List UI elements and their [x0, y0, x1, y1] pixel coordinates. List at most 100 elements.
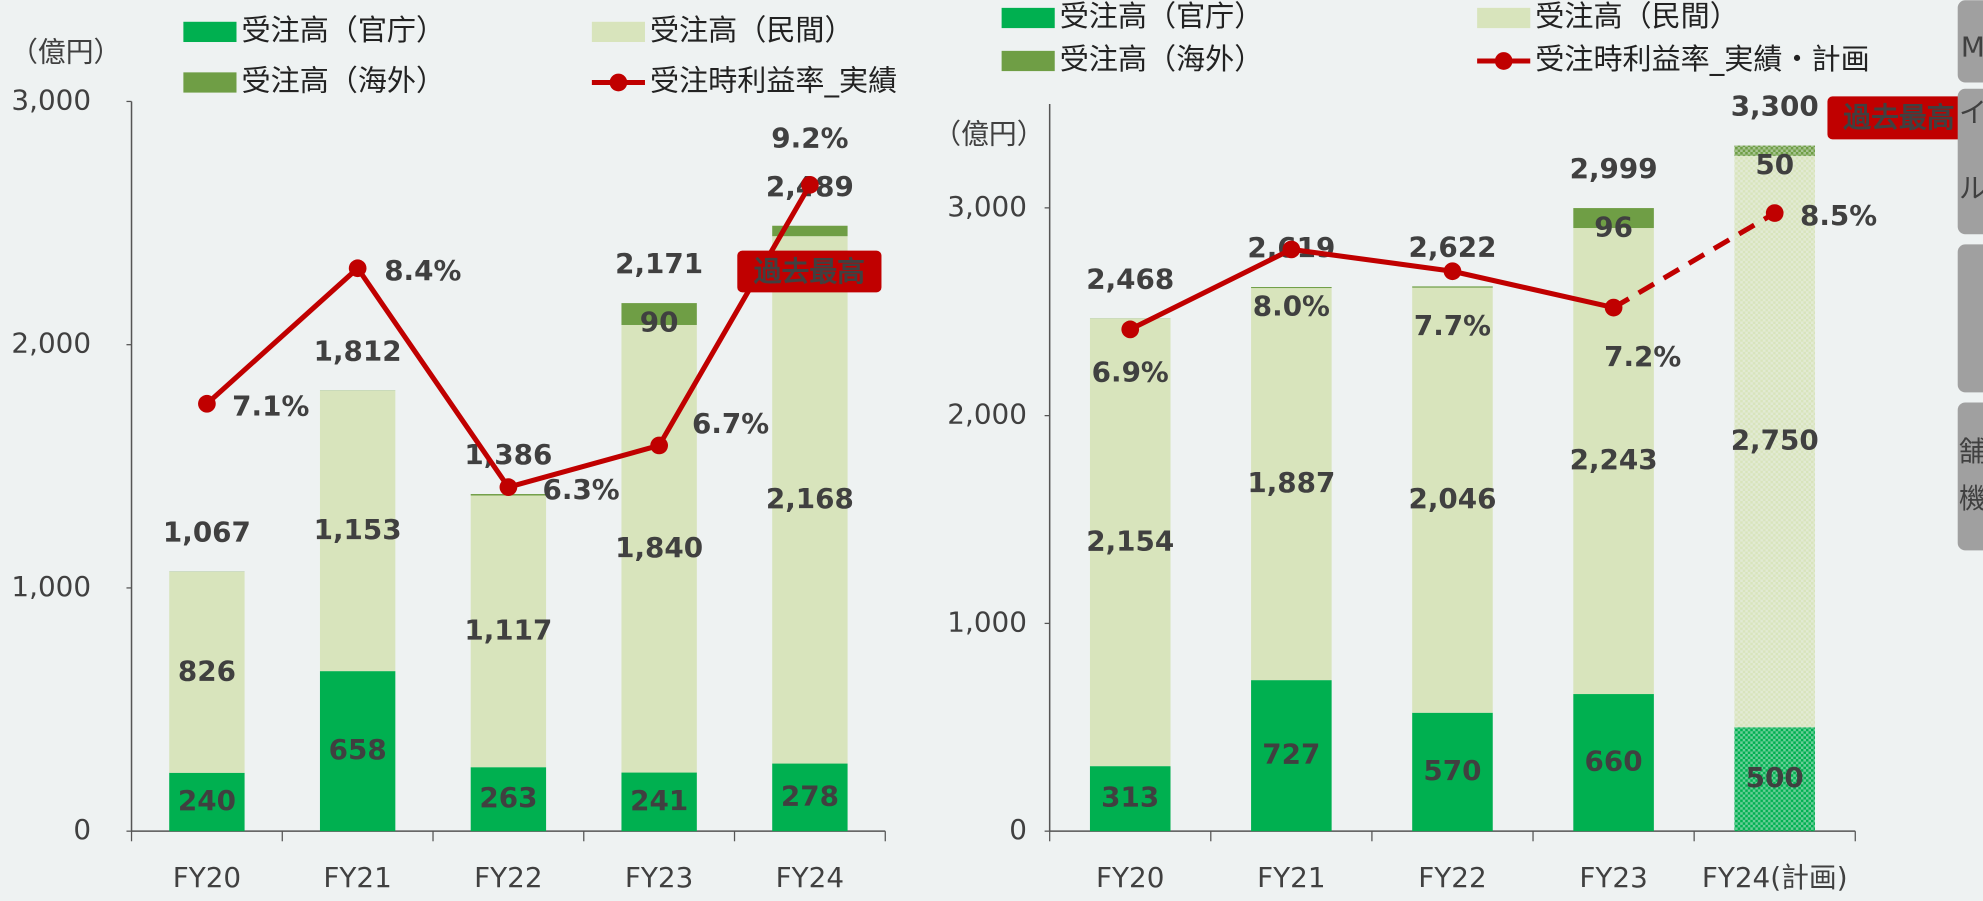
- total-label: 2,468: [1086, 262, 1174, 295]
- bar: [772, 763, 848, 832]
- legend-label: 受注高（海外）: [242, 63, 446, 97]
- line-marker: [1282, 240, 1301, 259]
- x-tick-label: FY24(計画): [1702, 861, 1848, 894]
- legend-label: 受注高（官庁）: [242, 13, 446, 47]
- bar-value-label: 278: [781, 779, 839, 812]
- bar: [1734, 155, 1815, 728]
- bar: [470, 767, 547, 832]
- line-value-label: 6.9%: [1092, 356, 1169, 389]
- legend-swatch: [183, 72, 237, 93]
- legend-swatch: [1001, 50, 1055, 72]
- y-unit: （億円）: [933, 118, 1044, 151]
- total-label: 2,171: [615, 247, 703, 280]
- legend-label: 受注高（官庁）: [1060, 0, 1264, 33]
- total-label: 3,300: [1731, 90, 1819, 123]
- bar-value-label: 500: [1746, 761, 1804, 794]
- line-value-label: 8.5%: [1800, 199, 1877, 232]
- bar-value-label: 570: [1423, 754, 1481, 787]
- sidebar-text: M: [1961, 30, 1983, 63]
- bar: [621, 303, 697, 325]
- line-marker: [1765, 204, 1784, 222]
- line-value-label: 7.7%: [1414, 309, 1491, 342]
- legend-swatch: [183, 21, 237, 43]
- bar-value-label: 240: [178, 784, 236, 817]
- line-marker: [650, 436, 668, 455]
- sidebar-text: 機: [1959, 482, 1983, 515]
- y-tick-label: 0: [1009, 813, 1027, 846]
- line-marker: [1604, 298, 1623, 317]
- annotation: 過去最高: [754, 255, 865, 288]
- total-label: 1,812: [314, 334, 402, 367]
- bar: [1573, 208, 1654, 229]
- x-tick-label: FY22: [474, 861, 542, 894]
- sidebar-text: 舗: [1959, 435, 1983, 468]
- legend-label: 受注時利益率_実績・計画: [1535, 42, 1869, 76]
- bar-value-label: 2,243: [1570, 443, 1658, 476]
- bar: [621, 772, 697, 832]
- bar: [1251, 680, 1332, 832]
- bar: [169, 571, 245, 773]
- y-tick-label: 0: [73, 813, 91, 846]
- line-value-label: 8.0%: [1253, 290, 1330, 323]
- y-tick-label: 2,000: [11, 327, 91, 360]
- x-tick-label: FY20: [1096, 861, 1164, 894]
- line-value-label: 9.2%: [771, 121, 848, 154]
- bar: [1251, 287, 1332, 289]
- x-tick-label: FY22: [1418, 861, 1486, 894]
- y-unit: （億円）: [10, 35, 121, 68]
- bar-value-label: 1,887: [1247, 466, 1335, 499]
- sidebar-text: イ: [1959, 96, 1983, 129]
- total-label: 1,067: [163, 516, 251, 549]
- sidebar-tab: [1957, 244, 1983, 393]
- legend-label: 受注高（民間）: [1535, 0, 1739, 33]
- line-marker: [1121, 320, 1140, 339]
- sidebar-tab: [1957, 402, 1983, 551]
- bar: [1734, 145, 1815, 156]
- bar: [1089, 766, 1171, 832]
- bar-value-label: 2,046: [1408, 482, 1496, 515]
- bar: [772, 225, 848, 237]
- bar-value-label: 2,154: [1086, 524, 1174, 557]
- line-value-label: 8.4%: [384, 254, 461, 287]
- line-value-label: 6.7%: [692, 407, 769, 440]
- bar: [772, 236, 848, 764]
- bar: [319, 390, 396, 672]
- bar-value-label: 727: [1262, 738, 1320, 771]
- line-marker: [499, 478, 518, 497]
- line: [1129, 246, 1615, 332]
- forecast-line: [1612, 210, 1776, 310]
- y-tick-label: 1,000: [947, 605, 1027, 638]
- legend-marker: [1494, 52, 1513, 70]
- bar-value-label: 826: [178, 654, 236, 687]
- sidebar-tab: [1957, 88, 1983, 235]
- line-value-label: 7.1%: [232, 390, 309, 423]
- line-marker: [198, 394, 216, 413]
- x-tick-label: FY21: [323, 861, 391, 894]
- bar: [1412, 287, 1493, 713]
- x-tick-label: FY20: [173, 861, 241, 894]
- annotation-badge: [737, 250, 882, 293]
- y-tick-label: 2,000: [947, 398, 1027, 431]
- bar: [1412, 712, 1493, 832]
- bar: [1251, 288, 1332, 681]
- bar: [470, 495, 547, 768]
- bar: [1573, 694, 1654, 832]
- total-label: 2,622: [1408, 230, 1496, 263]
- bar-value-label: 241: [630, 784, 688, 817]
- bar-value-label: 96: [1594, 210, 1633, 243]
- bar-value-label: 263: [479, 781, 537, 814]
- legend-swatch: [1001, 7, 1055, 29]
- total-label: 2,999: [1570, 152, 1658, 185]
- y-tick-label: 3,000: [947, 190, 1027, 223]
- bar-value-label: 50: [1755, 148, 1794, 181]
- bar: [319, 671, 396, 832]
- legend-swatch: [1477, 7, 1531, 29]
- bar-value-label: 1,840: [615, 531, 703, 564]
- legend-label: 受注高（海外）: [1060, 42, 1264, 76]
- line-marker: [1443, 262, 1462, 281]
- line-marker: [348, 259, 367, 278]
- x-tick-label: FY23: [1579, 861, 1647, 894]
- x-tick-label: FY24: [776, 861, 844, 894]
